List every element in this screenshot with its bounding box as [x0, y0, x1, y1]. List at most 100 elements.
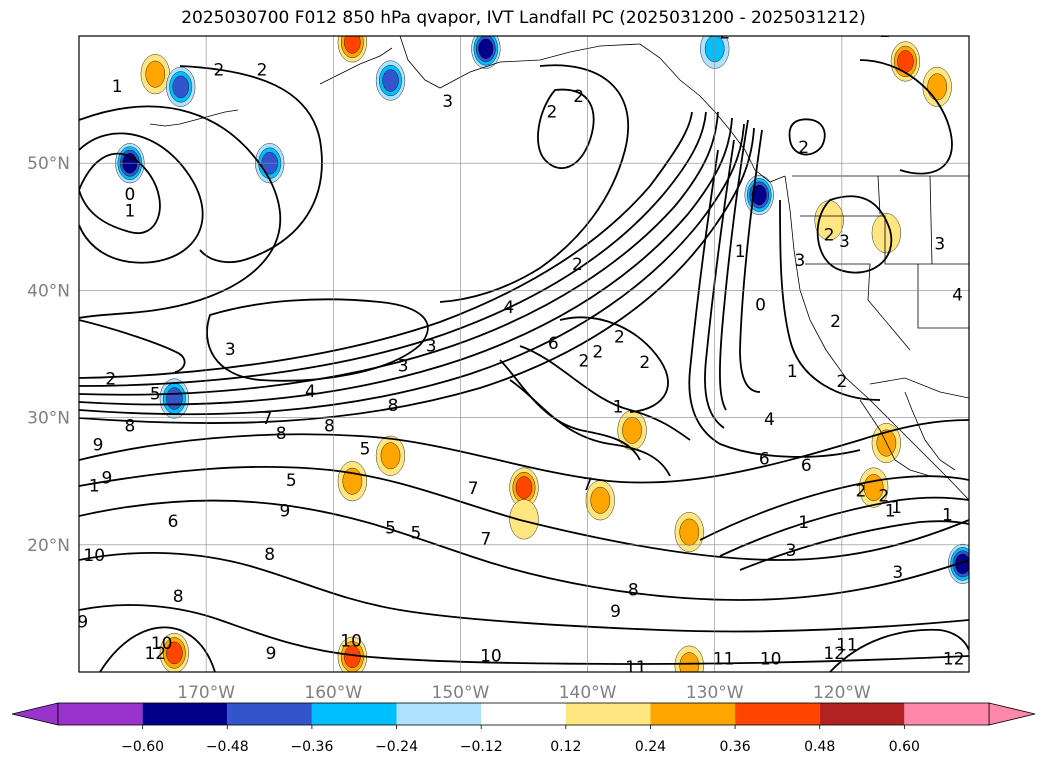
contour-label: 2	[474, 1, 485, 21]
contour-line	[79, 465, 969, 561]
contour-line	[719, 496, 969, 557]
contour-label: 1	[89, 476, 100, 496]
contour-label: 2	[824, 226, 835, 246]
contour-label: 4	[764, 410, 775, 430]
contour-label: 11	[836, 635, 858, 655]
contour-label: 9	[280, 502, 291, 522]
contour-line	[859, 59, 953, 175]
positive-shading-patch	[622, 416, 642, 444]
contour-label: 9	[610, 602, 621, 622]
contour-label: 1	[787, 362, 798, 382]
positive-shading-patch	[871, 213, 901, 254]
coastline	[399, 36, 786, 183]
contour-label: 2	[257, 60, 268, 80]
colorbar-segment	[481, 703, 566, 725]
contour-line	[79, 105, 282, 319]
lat-tick-label: 20°N	[27, 536, 70, 556]
colorbar-segment	[58, 703, 143, 725]
state-border	[917, 264, 969, 329]
contour-label: 6	[759, 450, 770, 470]
coastline	[904, 391, 956, 471]
contour-label: 2	[592, 343, 603, 363]
negative-shading-patch	[172, 75, 189, 99]
contour-label: 4	[503, 298, 514, 318]
contour-label: 10	[340, 631, 362, 651]
contour-line	[829, 628, 969, 672]
contour-label: 6	[548, 334, 559, 354]
contour-line	[439, 64, 630, 303]
contour-label: 3	[892, 563, 903, 583]
contour-label: 1	[942, 506, 953, 526]
contour-label: 1	[798, 513, 809, 533]
state-border	[877, 175, 881, 215]
contour-label: 5	[286, 471, 297, 491]
contour-layer	[79, 59, 969, 672]
contour-line	[499, 359, 641, 461]
contour-label: 11	[625, 658, 647, 678]
contour-line	[79, 111, 719, 396]
colorbar-segment	[904, 703, 989, 725]
positive-shading-patch	[166, 641, 183, 665]
contour-label: 8	[264, 545, 275, 565]
contour-label: 7	[480, 530, 491, 550]
contour-line	[816, 195, 893, 274]
contour-label: 8	[324, 417, 335, 437]
contour-label: 2	[719, 23, 730, 43]
colorbar-segment	[819, 703, 905, 725]
state-border	[805, 263, 911, 351]
axis-tick-labels: 170°W 160°W 150°W 140°W 130°W 120°W20°N30°N40…	[27, 154, 871, 703]
contour-line	[719, 119, 749, 411]
contour-label: 6	[168, 512, 179, 532]
figure-title: 2025030700 F012 850 hPa qvapor, IVT Land…	[181, 8, 866, 28]
contour-label: 8	[628, 581, 639, 601]
contour-line	[79, 499, 969, 601]
contour-line	[559, 316, 669, 413]
contour-label: 9	[102, 469, 113, 489]
contour-label: 9	[93, 436, 104, 456]
positive-shading-patch	[679, 518, 700, 546]
contour-label: 5	[385, 518, 396, 538]
contour-line	[79, 111, 707, 387]
contour-label: 1	[112, 77, 123, 97]
coastline	[149, 109, 239, 127]
lon-tick-label: 160°W	[304, 683, 362, 703]
contour-label: 5	[411, 523, 422, 543]
colorbar-segment	[227, 703, 312, 725]
contour-label: 2	[547, 102, 558, 122]
contour-line	[699, 475, 969, 541]
contour-line	[79, 117, 733, 406]
lat-tick-label: 40°N	[27, 281, 70, 301]
negative-shading-patch	[382, 69, 399, 92]
contour-label: 5	[360, 439, 371, 459]
contour-label: 2	[878, 486, 889, 506]
contour-line	[179, 65, 323, 264]
graticule	[79, 36, 969, 672]
contour-label: 1	[891, 498, 902, 518]
contour-line	[79, 132, 204, 264]
colorbar-extend-high	[988, 702, 1036, 726]
contour-label: 3	[934, 235, 945, 255]
lon-tick-label: 140°W	[559, 683, 617, 703]
contour-line	[739, 520, 969, 571]
lon-tick-label: 170°W	[177, 683, 235, 703]
positive-shading-patch	[927, 73, 948, 101]
contour-line	[79, 604, 969, 665]
contour-label: 2	[830, 312, 841, 332]
colorbar-extend-low	[11, 702, 59, 726]
contour-line	[509, 379, 671, 477]
contour-label: 4	[952, 285, 963, 305]
contour-label: 2	[880, 22, 891, 42]
contour-label: 3	[398, 357, 409, 377]
contour-line	[99, 626, 216, 672]
colorbar-segment	[735, 703, 820, 725]
contour-line	[79, 111, 693, 379]
contour-label: 0	[124, 185, 135, 205]
colorbar-tick-label: −0.12	[460, 739, 503, 755]
coastline	[784, 175, 969, 501]
negative-shading-patch	[166, 387, 183, 410]
contour-line	[779, 199, 881, 401]
positive-shading-patch	[344, 36, 361, 54]
colorbar-segment	[142, 703, 228, 725]
